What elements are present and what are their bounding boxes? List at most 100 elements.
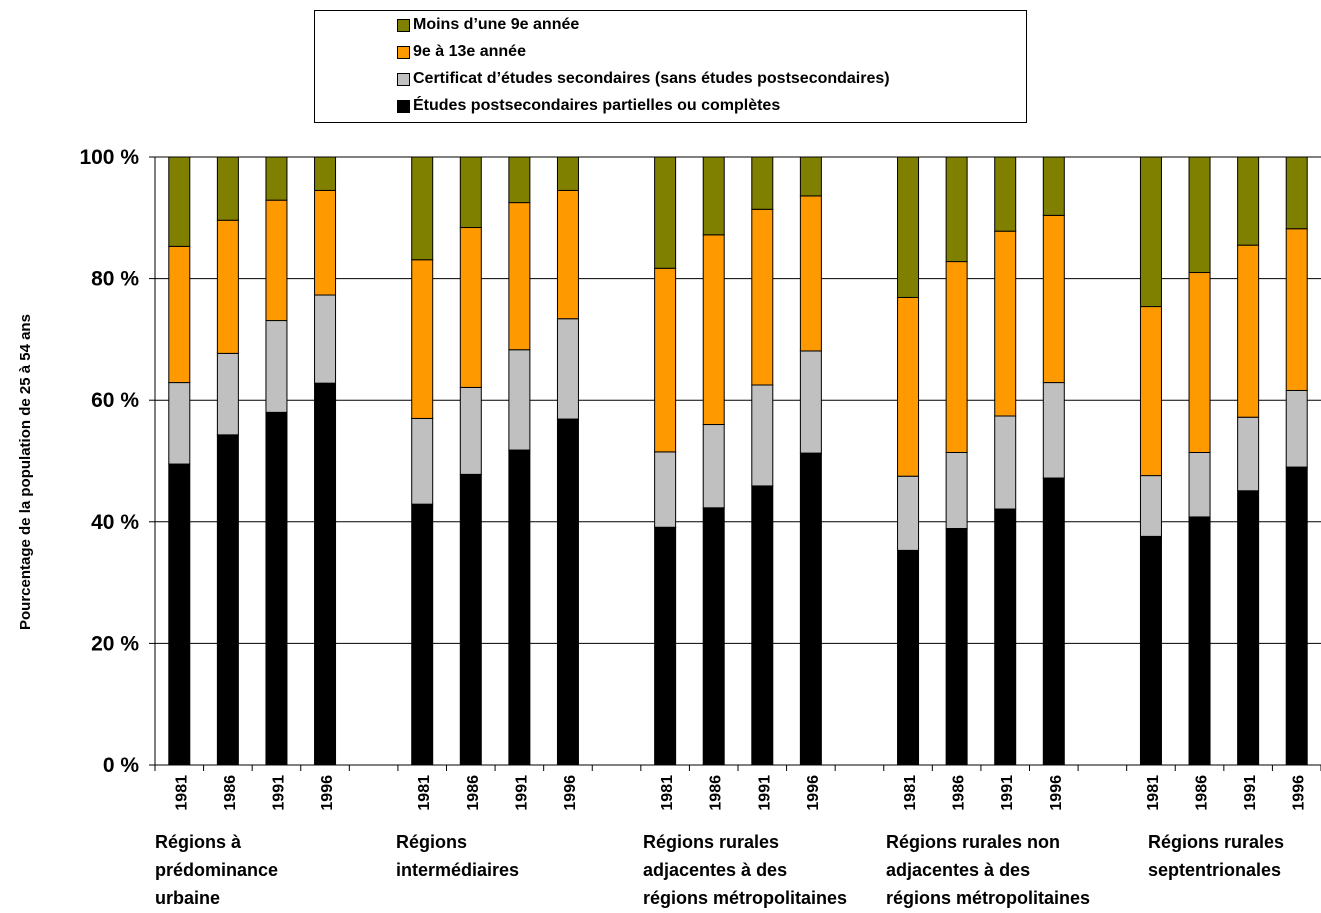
bar-segment (168, 463, 191, 766)
bar-segment (216, 352, 239, 436)
legend-item-postsecondaires: Études postsecondaires partielles ou com… (397, 94, 780, 118)
bar-segment (265, 411, 288, 766)
bar-segment (1237, 416, 1260, 492)
bar-segment (702, 234, 725, 426)
bar-segment (216, 219, 239, 354)
bar-segment (411, 503, 434, 766)
bar-segment (654, 526, 677, 766)
bar-segment (799, 452, 822, 766)
y-tick-label: 100 % (79, 146, 139, 169)
x-tick-label: 1991 (270, 775, 287, 811)
y-tick-label: 0 % (103, 754, 140, 777)
bar-segment (1139, 156, 1162, 308)
x-tick-label: 1981 (416, 775, 433, 811)
bar-segment (702, 424, 725, 509)
bar-segment (945, 156, 968, 263)
x-tick-label: 1986 (951, 775, 968, 811)
bar-segment (799, 350, 822, 454)
bar-segment (994, 230, 1017, 417)
x-tick-label: 1996 (805, 775, 822, 811)
bar-segment (994, 156, 1017, 232)
group-label-rurales-non-adjacentes: Régions rurales non adjacentes à des rég… (886, 832, 1091, 908)
bar-segment (314, 382, 337, 766)
bar-segment (1237, 156, 1260, 246)
bar-segment (314, 189, 337, 296)
x-tick-label: 1981 (1145, 775, 1162, 811)
legend-item-moins-9e: Moins d’une 9e année (397, 13, 579, 37)
group-label-rurales-adjacentes: Régions rurales adjacentes à des régions… (643, 832, 848, 908)
bar-segment (216, 156, 239, 221)
x-tick-label: 1991 (756, 775, 773, 811)
bar-segment (265, 199, 288, 322)
y-tick-label: 80 % (91, 268, 139, 291)
bar-segment (556, 189, 579, 320)
bar-segment (654, 451, 677, 528)
group-label-intermediaires: Régions intermédiaires (396, 832, 520, 880)
x-tick-label: 1986 (222, 775, 239, 811)
bar-segment (216, 434, 239, 766)
bar-segment (1188, 272, 1211, 453)
bar-segment (994, 415, 1017, 510)
x-tick-label: 1991 (1242, 775, 1259, 811)
legend: Moins d’une 9e année 9e à 13e année Cert… (314, 10, 1027, 123)
bar-segment (945, 261, 968, 453)
bar-segment (168, 245, 191, 384)
group-label-urbaine: Régions à prédominance urbaine (155, 832, 279, 908)
x-tick-label: 1986 (708, 775, 725, 811)
bar-segment (314, 156, 337, 191)
bar-segment (945, 451, 968, 529)
bar-segment (1042, 382, 1065, 479)
x-tick-label: 1991 (513, 775, 530, 811)
bar-segment (1237, 490, 1260, 766)
bar-segment (897, 549, 920, 766)
bar-segment (168, 156, 191, 247)
bar-segment (1188, 516, 1211, 766)
y-tick-label: 20 % (91, 632, 139, 655)
bar-segment (751, 384, 774, 487)
bar-segment (1042, 156, 1065, 216)
legend-swatch (397, 72, 410, 86)
bar-segment (751, 485, 774, 766)
bar-segment (1188, 156, 1211, 274)
bar-segment (799, 195, 822, 352)
legend-swatch (397, 45, 410, 59)
x-tick-label: 1996 (319, 775, 336, 811)
bar-segment (1042, 477, 1065, 766)
legend-label: Études postsecondaires partielles ou com… (413, 97, 781, 114)
bar-segment (411, 417, 434, 505)
x-tick-label: 1986 (465, 775, 482, 811)
bar-segment (508, 202, 531, 351)
bar-segment (897, 156, 920, 298)
legend-item-9e-13e: 9e à 13e année (397, 40, 526, 64)
bar-segment (265, 156, 288, 201)
bar-segment (1042, 214, 1065, 384)
x-tick-label: 1996 (1291, 775, 1308, 811)
bar-segment (556, 156, 579, 191)
bar-segment (945, 527, 968, 766)
bar-segment (897, 296, 920, 477)
bar-segment (799, 156, 822, 197)
bar-segment (459, 473, 482, 766)
bar-segment (459, 386, 482, 475)
bar-segment (751, 208, 774, 386)
bar-segment (508, 449, 531, 766)
legend-swatch (397, 18, 410, 32)
bar-segment (411, 259, 434, 419)
bar-segment (1285, 466, 1308, 766)
bar-segment (1285, 228, 1308, 391)
x-tick-label: 1981 (659, 775, 676, 811)
bar-segment (1285, 389, 1308, 468)
y-axis-label: Pourcentage de la population de 25 à 54 … (17, 314, 34, 630)
x-tick-label: 1981 (902, 775, 919, 811)
y-tick-label: 40 % (91, 511, 139, 534)
bar-segment (654, 156, 677, 269)
legend-label: Certificat d’études secondaires (sans ét… (413, 70, 890, 87)
bar-segment (265, 320, 288, 413)
bar-segment (556, 318, 579, 420)
bar-segment (1237, 244, 1260, 418)
bar-segment (168, 382, 191, 465)
bar-segment (508, 349, 531, 451)
x-tick-label: 1981 (173, 775, 190, 811)
bar-segment (1285, 156, 1308, 230)
